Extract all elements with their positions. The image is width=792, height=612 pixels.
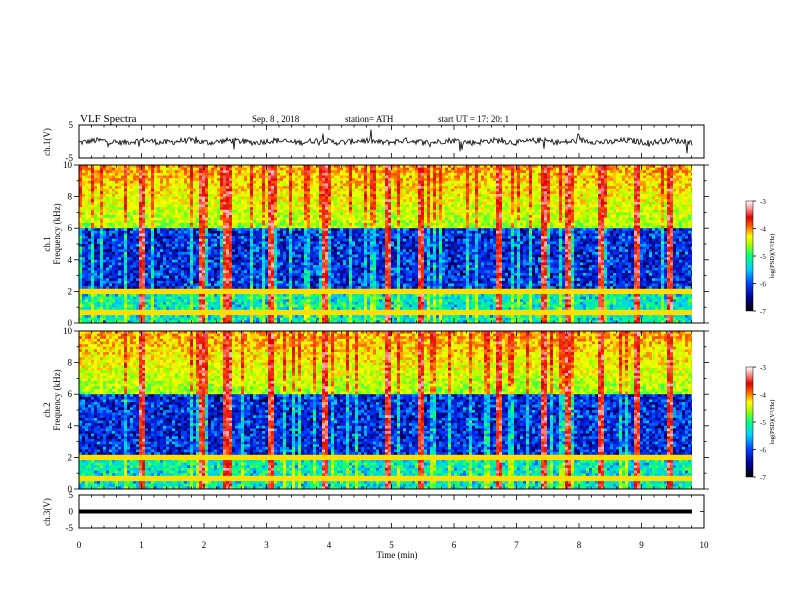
ch2-colorbar-tick-label: -4 (760, 392, 766, 400)
ch2-spectrogram-tick-label: 8 (68, 358, 73, 368)
ch1-spectrogram-tick-label: 2 (68, 286, 73, 296)
ch1-colorbar-tick-label: -7 (760, 308, 766, 316)
ch2-colorbar-label: log(PSD)(V²/Hz) (769, 400, 776, 445)
ch2-spectrogram-tick-label: 2 (68, 452, 73, 462)
ch1-spectrogram-tick-label: 8 (68, 192, 73, 202)
ch3-waveform-ylabel: ch.3(V) (42, 498, 52, 526)
ch2-spectrogram-tick-label: 10 (63, 326, 73, 336)
ch3-waveform-tick-label: -5 (66, 523, 74, 533)
x-tick-label: 7 (514, 540, 519, 550)
x-tick-label: 0 (77, 540, 82, 550)
x-tick-label: 10 (700, 540, 710, 550)
ch1-colorbar-label: log(PSD)(V²/Hz) (769, 234, 776, 279)
figure-title: VLF Spectra (80, 113, 137, 125)
x-tick-label: 3 (264, 540, 269, 550)
ch1-spectrogram-tick-label: 6 (68, 223, 73, 233)
ch1-spectrogram-ylabel-top: ch.1 (42, 236, 52, 251)
ch1-waveform-tick-label: 5 (69, 120, 74, 130)
ch1-spectrogram (79, 165, 704, 323)
station-label: station= ATH (345, 114, 394, 124)
ch1-waveform-plot (79, 130, 692, 154)
x-tick-label: 6 (452, 540, 457, 550)
x-axis-label: Time (min) (377, 550, 418, 560)
ch1-colorbar-tick-label: -6 (760, 281, 766, 289)
ch2-colorbar-tick-label: -5 (760, 419, 766, 427)
ch1-colorbar-tick-label: -5 (760, 253, 766, 261)
ch1-colorbar (746, 201, 753, 311)
start-time-label: start UT = 17: 20: 1 (438, 114, 509, 124)
x-tick-label: 1 (139, 540, 144, 550)
x-tick-label: 2 (202, 540, 207, 550)
ch2-colorbar-tick-label: -6 (760, 447, 766, 455)
ch2-spectrogram-ylabel: Frequency (kHz) (52, 369, 62, 430)
ch1-waveform-line (79, 130, 692, 154)
ch3-waveform-tick-label: 0 (69, 507, 74, 517)
ch2-colorbar (746, 367, 753, 477)
ch2-spectrogram-tick-label: 6 (68, 389, 73, 399)
ch1-colorbar-tick-label: -3 (760, 198, 766, 206)
ch1-spectrogram-tick-label: 4 (68, 255, 73, 265)
ch2-spectrogram (79, 331, 704, 489)
ch2-spectrogram-ylabel-top: ch.2 (42, 402, 52, 417)
ch1-colorbar-tick-label: -4 (760, 226, 766, 234)
ch1-waveform-ylabel: ch.1(V) (42, 128, 52, 156)
ch2-spectrogram-tick-label: 4 (68, 421, 73, 431)
date-label: Sep. 8 , 2018 (252, 114, 300, 124)
x-tick-label: 4 (327, 540, 332, 550)
ch2-colorbar-tick-label: -7 (760, 474, 766, 482)
x-tick-label: 5 (389, 540, 394, 550)
ch2-colorbar-tick-label: -3 (760, 364, 766, 372)
ch2-spectrogram-tick-label: 0 (68, 484, 73, 494)
x-tick-label: 8 (577, 540, 582, 550)
ch1-spectrogram-tick-label: 10 (63, 160, 73, 170)
ch1-spectrogram-ylabel: Frequency (kHz) (52, 203, 62, 264)
x-tick-label: 9 (639, 540, 644, 550)
